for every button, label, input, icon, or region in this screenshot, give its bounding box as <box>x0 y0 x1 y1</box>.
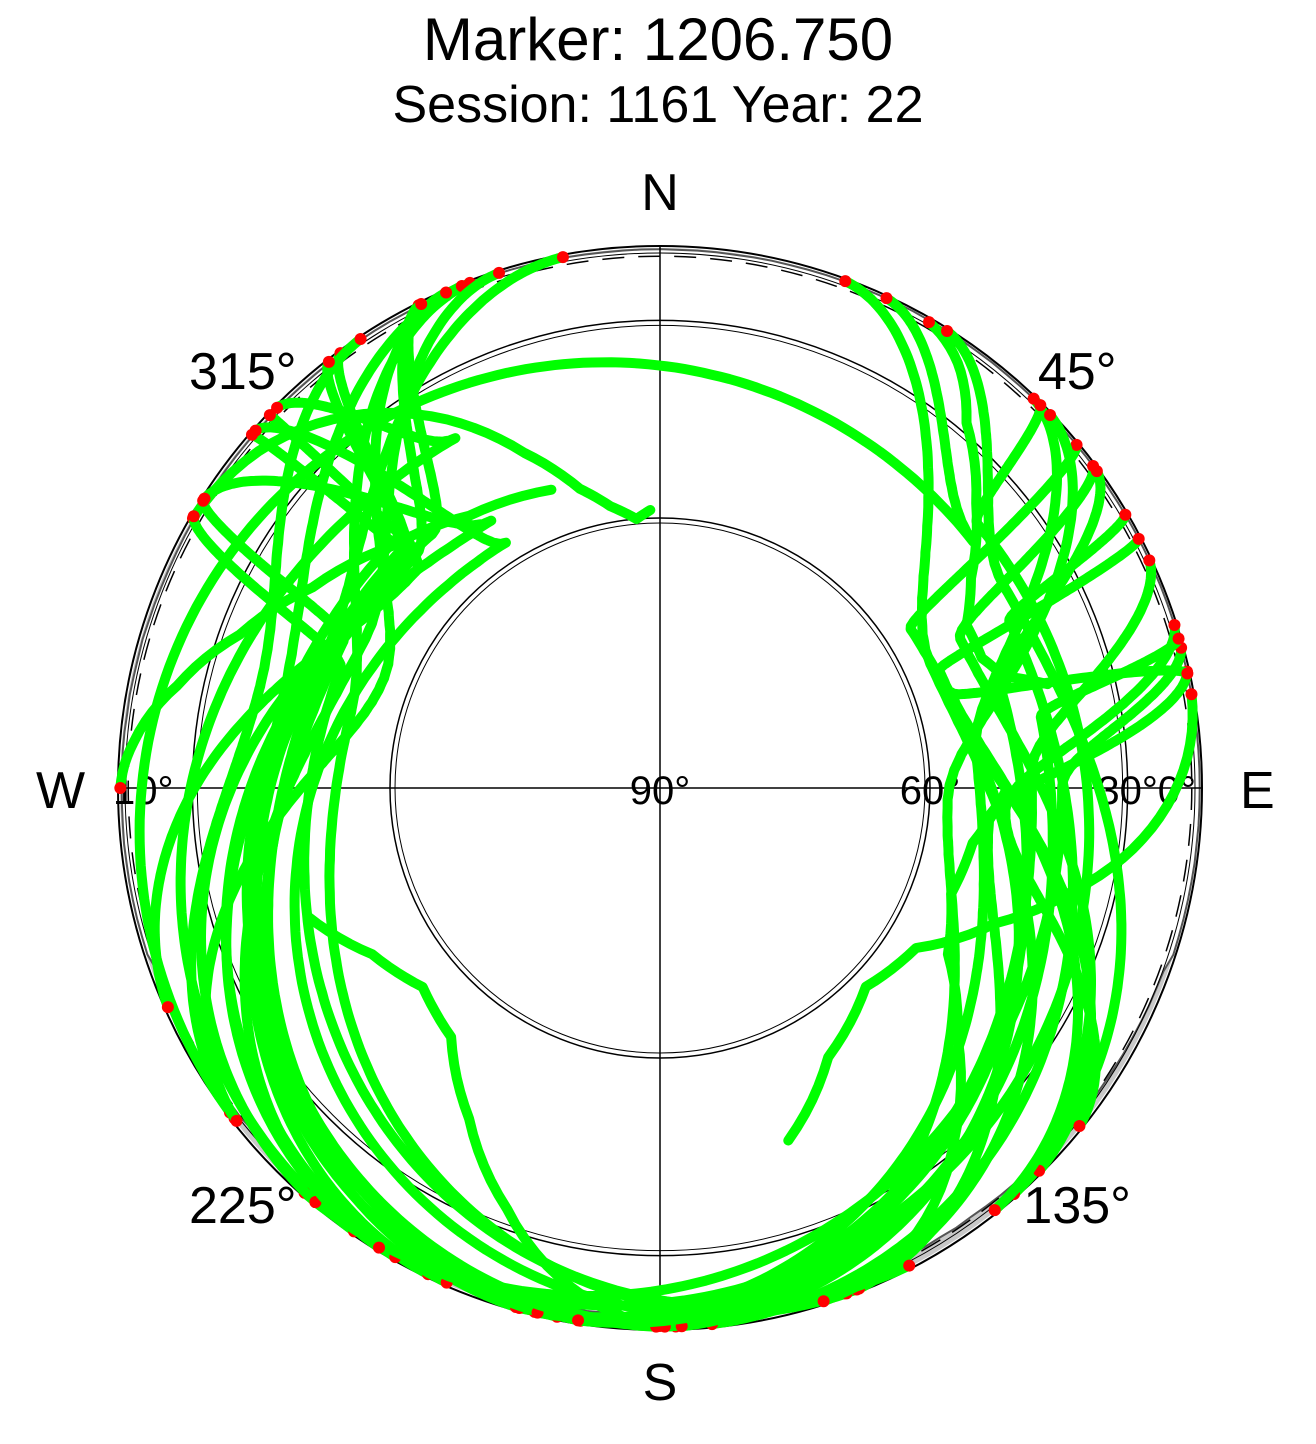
plot-area: 45°135°225°315°0°30°60°90°10° <box>113 245 1203 1333</box>
low-elevation-point <box>572 1314 585 1327</box>
low-elevation-point <box>839 275 852 288</box>
low-elevation-point <box>1132 532 1145 545</box>
low-elevation-point <box>1172 632 1185 645</box>
low-elevation-point <box>187 510 200 523</box>
low-elevation-point <box>1034 399 1047 412</box>
low-elevation-point <box>1181 667 1194 680</box>
satellite-track <box>149 356 423 1013</box>
low-elevation-point <box>817 1295 830 1308</box>
low-elevation-point <box>198 492 211 505</box>
low-elevation-point <box>263 409 276 422</box>
satellite-track <box>934 533 1144 1216</box>
low-elevation-point <box>271 401 284 414</box>
west-label: W <box>36 762 85 820</box>
chart-title: Marker: 1206.750 <box>423 6 893 73</box>
azimuth-label-225: 225° <box>189 1177 297 1235</box>
low-elevation-point <box>1044 409 1057 422</box>
low-elevation-point <box>1143 554 1156 567</box>
low-elevation-point <box>1070 438 1083 451</box>
satellite-track <box>241 410 662 1332</box>
low-elevation-point <box>354 333 367 346</box>
low-elevation-point <box>440 286 453 299</box>
low-elevation-point <box>1185 688 1198 701</box>
low-elevation-point <box>941 324 954 337</box>
satellite-track <box>942 326 1127 1199</box>
azimuth-label-45: 45° <box>1038 343 1117 401</box>
low-elevation-point <box>1073 1119 1086 1132</box>
satellite-track <box>529 393 1062 1323</box>
low-elevation-point <box>161 1001 174 1014</box>
low-elevation-point <box>1090 465 1103 478</box>
low-elevation-point <box>880 292 893 305</box>
low-elevation-point <box>373 1241 386 1254</box>
low-elevation-point <box>922 316 935 329</box>
low-elevation-point <box>249 424 262 437</box>
satellite-track <box>250 422 852 1320</box>
low-elevation-point <box>1168 619 1181 632</box>
elevation-label-90-center: 90° <box>630 769 691 813</box>
low-elevation-point <box>493 266 506 279</box>
south-label: S <box>643 1354 678 1412</box>
low-elevation-point <box>230 1114 243 1127</box>
satellite-track <box>239 267 504 1253</box>
satellite-track <box>818 276 1038 1307</box>
low-elevation-point <box>988 1204 1001 1217</box>
satellite-track <box>134 293 979 1118</box>
north-label: N <box>641 164 679 222</box>
low-elevation-point <box>415 298 428 311</box>
azimuth-label-315: 315° <box>189 343 297 401</box>
satellite-tracks <box>114 251 1198 1333</box>
east-label: E <box>1240 762 1275 820</box>
satellite-track <box>175 397 461 1237</box>
low-elevation-point <box>556 251 569 264</box>
satellite-track <box>573 633 1184 1328</box>
low-elevation-point <box>903 1259 916 1272</box>
chart-subtitle: Session: 1161 Year: 22 <box>392 76 923 134</box>
satellite-track <box>302 911 665 1331</box>
low-elevation-point <box>1119 508 1132 521</box>
satellite-track <box>299 400 1095 1311</box>
satellite-track <box>854 666 1192 1294</box>
azimuth-label-135: 135° <box>1023 1177 1131 1235</box>
low-elevation-point <box>114 782 127 794</box>
satellite-track <box>676 410 1078 1332</box>
low-elevation-point <box>322 355 335 368</box>
